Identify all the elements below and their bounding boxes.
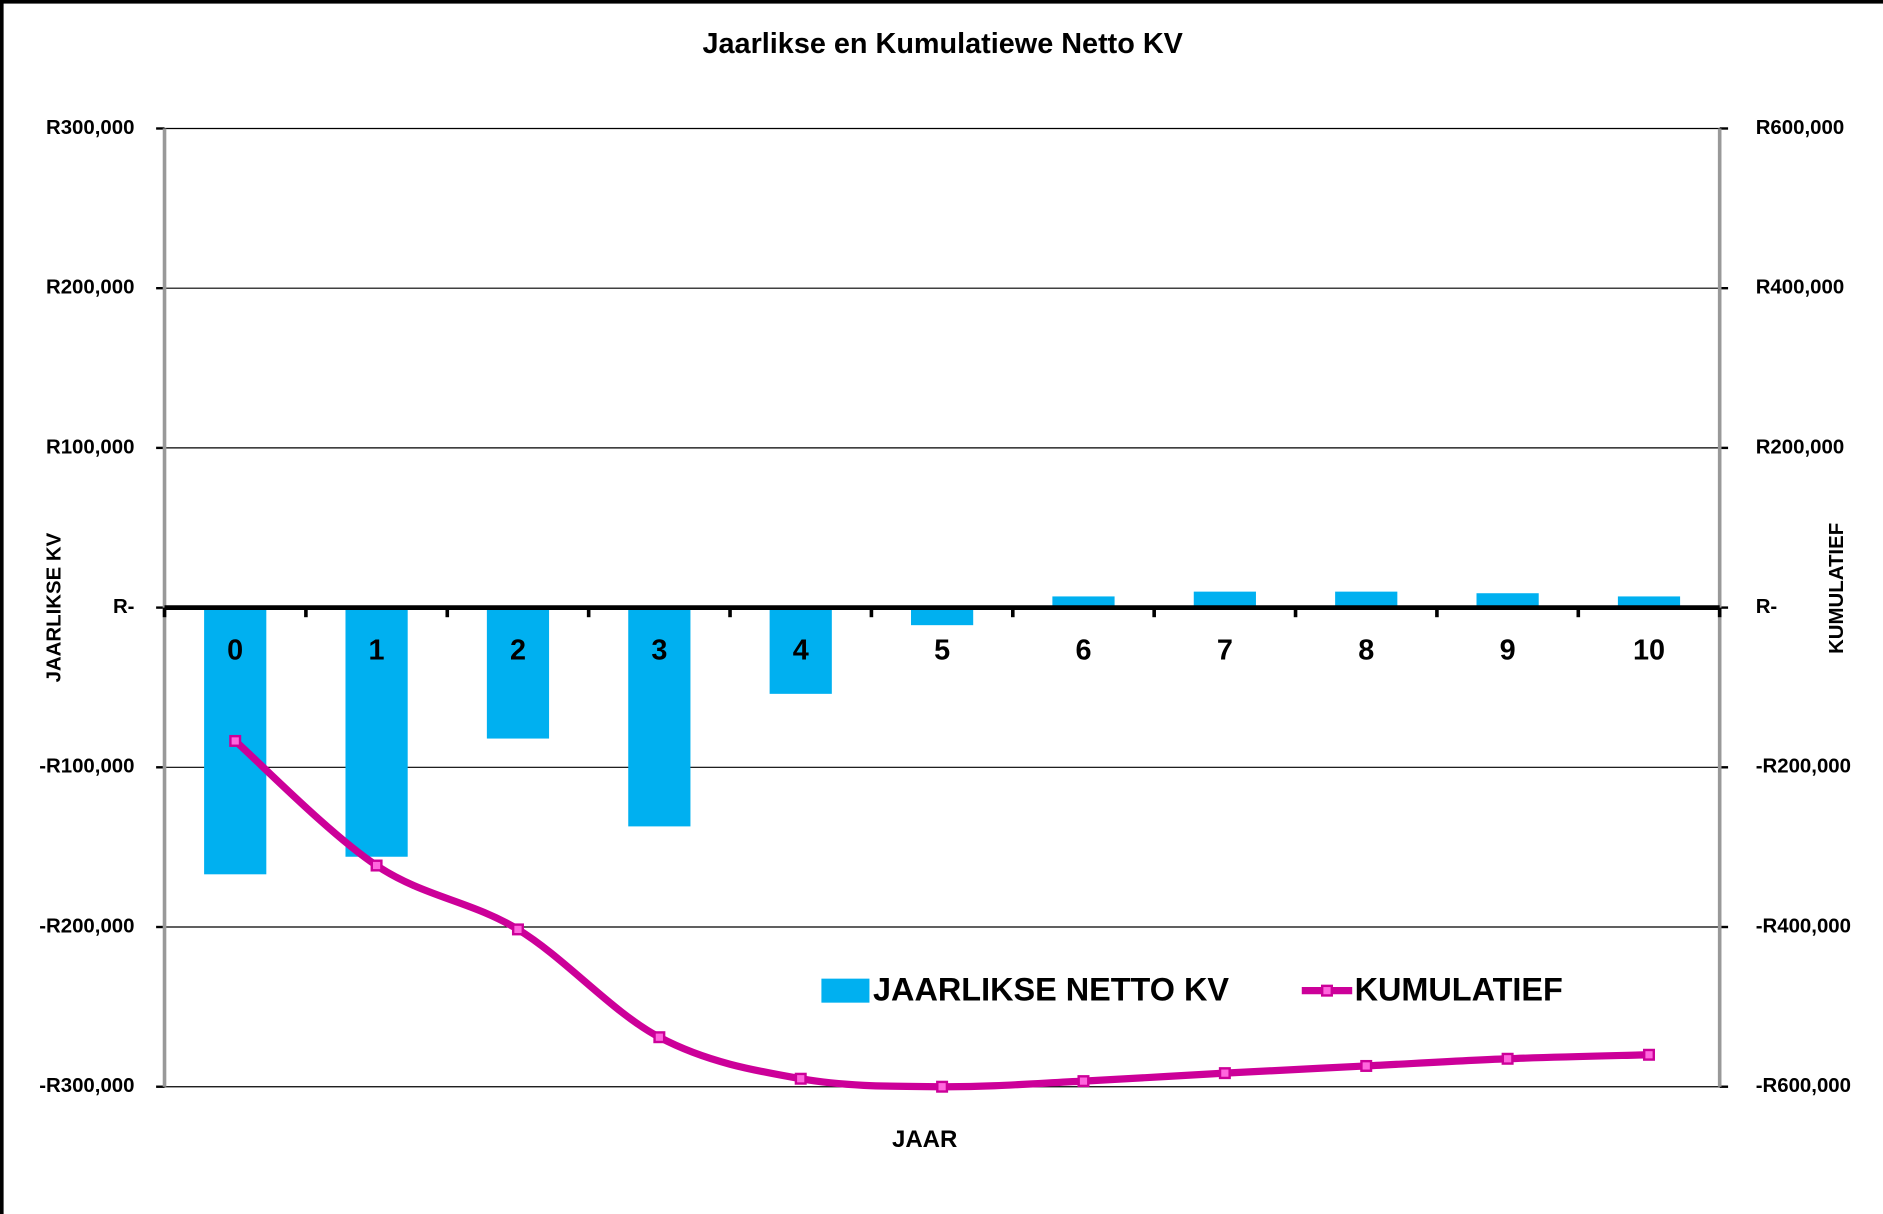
bar	[910, 607, 974, 626]
y-tick-label: -R100,000	[39, 756, 134, 778]
y-tick-label: R200,000	[46, 277, 135, 299]
y2-tick-label: -R200,000	[1756, 756, 1851, 778]
bar	[1193, 591, 1256, 608]
line-marker	[1501, 1052, 1514, 1065]
y2-tick-label: R600,000	[1756, 117, 1845, 139]
y2-tick-label: -R600,000	[1756, 1075, 1851, 1097]
x-tick-label: 7	[1217, 635, 1233, 667]
bar	[486, 607, 550, 739]
line-marker	[794, 1072, 807, 1085]
bar	[769, 607, 832, 694]
line-marker	[1360, 1059, 1373, 1072]
line-marker	[653, 1031, 666, 1044]
legend-marker	[1320, 984, 1333, 997]
y2-tick-label: R200,000	[1756, 436, 1845, 458]
line-marker	[936, 1080, 949, 1093]
legend-label: KUMULATIEF	[1355, 971, 1563, 1007]
bar	[345, 607, 408, 857]
x-tick-label: 5	[934, 635, 950, 667]
y2-tick-label: R-	[1756, 596, 1778, 618]
x-tick-label: 4	[793, 635, 809, 667]
x-tick-label: 9	[1500, 635, 1516, 667]
x-tick-label: 2	[510, 635, 526, 667]
x-tick-label: 10	[1633, 635, 1665, 667]
chart-title: Jaarlikse en Kumulatiewe Netto KV	[703, 28, 1184, 60]
line-marker	[1218, 1067, 1231, 1080]
line-marker	[229, 734, 242, 747]
y-tick-label: -R300,000	[39, 1075, 134, 1097]
line-marker	[511, 923, 524, 936]
legend-label: JAARLIKSE NETTO KV	[873, 971, 1229, 1007]
y-tick-label: R100,000	[46, 436, 135, 458]
y-tick-label: -R200,000	[39, 915, 134, 937]
line-marker	[370, 859, 383, 872]
line-marker	[1642, 1048, 1655, 1061]
y2-tick-label: -R400,000	[1756, 915, 1851, 937]
y-tick-label: R-	[113, 596, 135, 618]
y2-axis-label: KUMULATIEF	[1826, 523, 1848, 654]
bar	[1476, 593, 1539, 608]
y-axis-label: JAARLIKSE KV	[44, 532, 66, 682]
x-axis-label: JAAR	[892, 1126, 957, 1153]
x-tick-label: 1	[369, 635, 385, 667]
bar	[628, 607, 691, 827]
bar	[1617, 596, 1681, 608]
cumulative-line	[232, 738, 1650, 1091]
bar	[1052, 596, 1115, 608]
y-tick-label: R300,000	[46, 117, 135, 139]
x-tick-label: 0	[227, 635, 243, 667]
y2-tick-label: R400,000	[1756, 277, 1845, 299]
line-marker	[1077, 1075, 1090, 1088]
legend-swatch	[821, 978, 870, 1003]
bar	[1335, 591, 1398, 608]
x-tick-label: 6	[1075, 635, 1091, 667]
x-tick-label: 3	[651, 635, 667, 667]
x-tick-label: 8	[1358, 635, 1374, 667]
